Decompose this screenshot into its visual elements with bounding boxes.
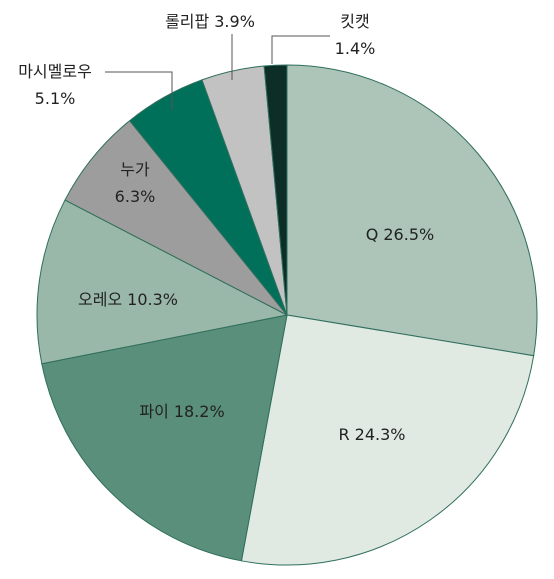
slice-value: 5.1% — [35, 89, 76, 108]
slice-name: 오레오 — [78, 290, 122, 309]
slice-label: Q 26.5% — [366, 225, 434, 244]
slice-name: 킷캣 — [340, 12, 369, 31]
slice-name: 롤리팝 — [165, 12, 209, 31]
slice-label: 누가 6.3% — [115, 160, 156, 206]
pie-slice — [36, 199, 289, 365]
slice-value: 6.3% — [115, 187, 156, 206]
slice-value: 10.3% — [127, 290, 178, 309]
pie-slice — [286, 64, 538, 357]
slice-label: 킷캣 1.4% — [335, 12, 376, 58]
slice-value: 18.2% — [174, 402, 225, 421]
slice-label: 오레오 10.3% — [78, 290, 178, 309]
slice-label: R 24.3% — [339, 425, 406, 444]
slice-label: 마시멜로우 5.1% — [18, 62, 92, 108]
pie-slice — [240, 314, 535, 566]
slice-label: 롤리팝 3.9% — [165, 12, 255, 31]
pie-slice — [263, 64, 288, 316]
leader-line — [271, 35, 330, 64]
slice-value: 1.4% — [335, 39, 376, 58]
slice-value: 26.5% — [383, 225, 434, 244]
slice-value: 3.9% — [214, 12, 255, 31]
slice-name: 파이 — [139, 402, 168, 421]
leader-line — [105, 71, 173, 110]
slice-name: 마시멜로우 — [18, 62, 92, 81]
slice-label: 파이 18.2% — [139, 402, 224, 421]
slice-name: Q — [366, 225, 379, 244]
slice-name: R — [339, 425, 350, 444]
slice-name: 누가 — [120, 160, 150, 179]
slice-value: 24.3% — [355, 425, 406, 444]
pie-slice — [41, 314, 288, 562]
